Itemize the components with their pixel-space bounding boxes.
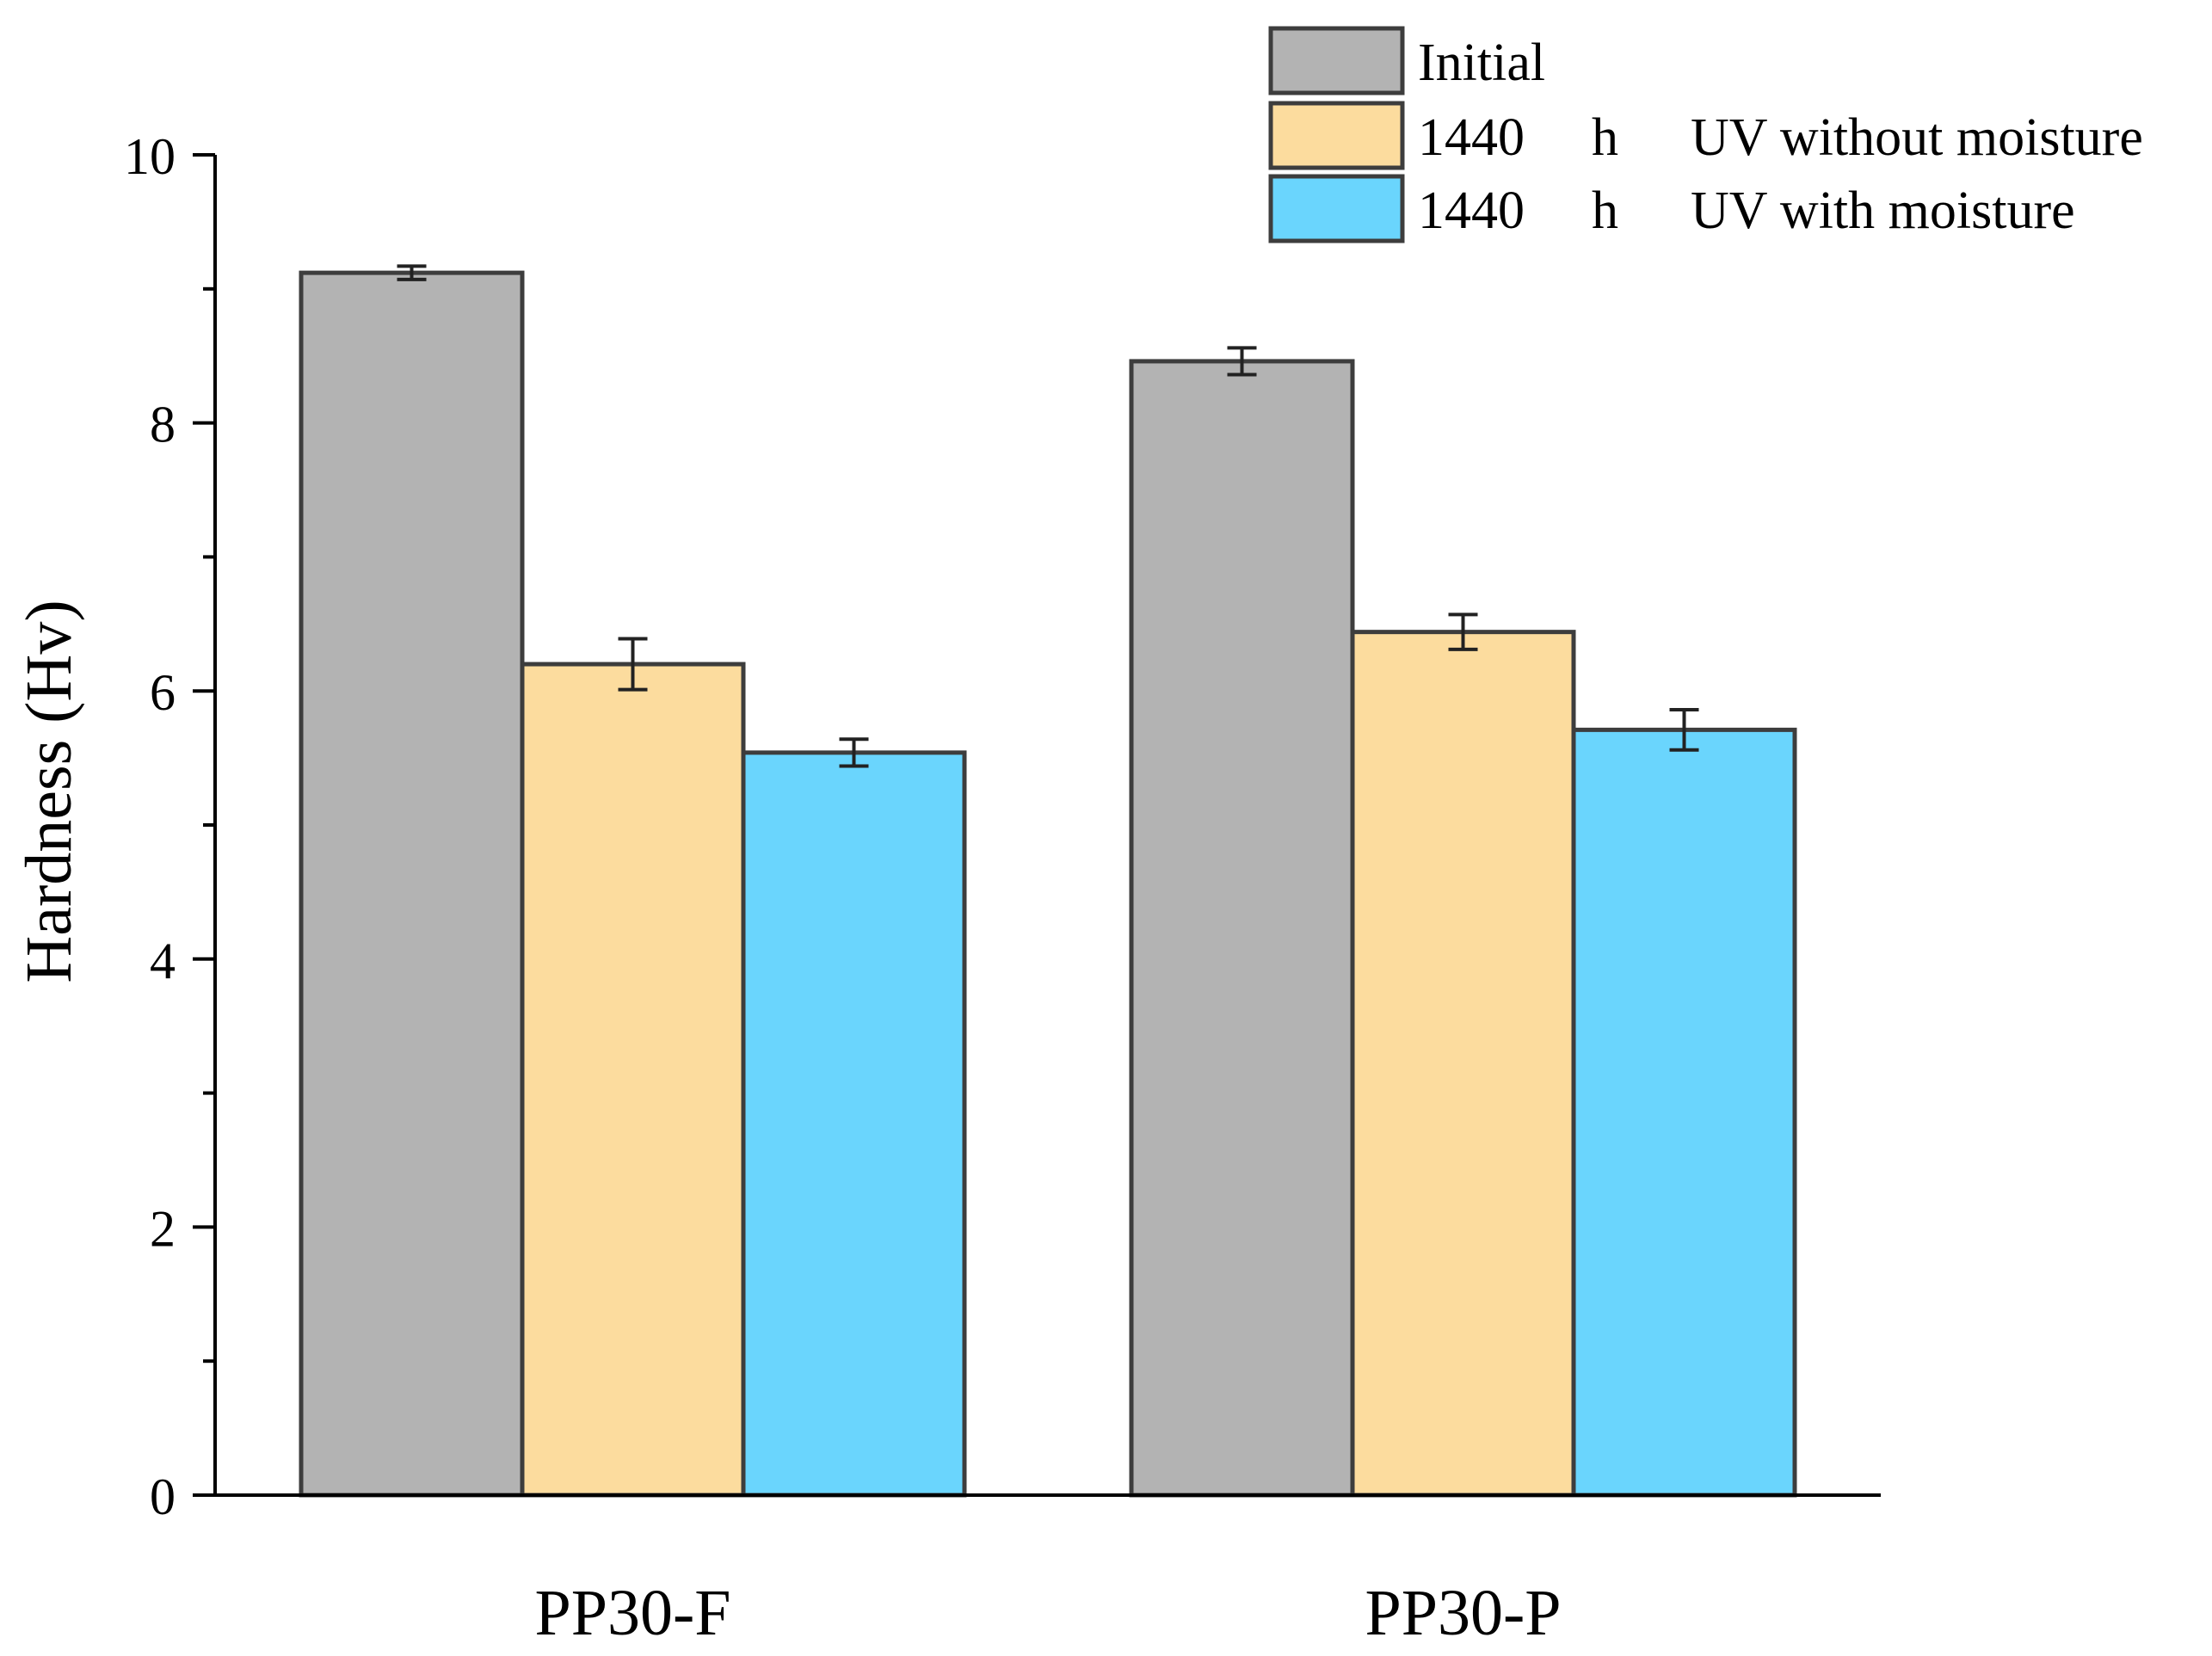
bar xyxy=(1350,630,1576,1498)
bar xyxy=(520,662,746,1498)
y-tick-label: 6 xyxy=(150,664,176,721)
y-ticks-layer: 0 2 4 6 8 10 xyxy=(124,128,215,1525)
bar xyxy=(299,270,525,1498)
legend-label: 1440 xyxy=(1418,182,1525,240)
bar xyxy=(1571,727,1797,1498)
y-tick-label: 4 xyxy=(150,933,176,989)
y-axis-label: Hardness (Hv) xyxy=(13,600,85,982)
bar xyxy=(1129,359,1355,1498)
y-tick-label: 2 xyxy=(150,1200,176,1257)
legend-swatch xyxy=(1268,101,1405,170)
legend-label: UV without moisture xyxy=(1691,108,2143,167)
y-tick-label: 0 xyxy=(150,1468,176,1525)
legend-swatch xyxy=(1268,174,1405,243)
legend: Initial 1440 h UV without moisture 1440 h UV w… xyxy=(1268,26,2143,243)
y-tick-label: 10 xyxy=(124,128,176,185)
bar xyxy=(741,750,967,1498)
x-tick-label: PP30-F xyxy=(534,1577,730,1649)
x-tick-labels-layer: PP30-F PP30-P xyxy=(534,1577,1561,1649)
legend-swatch xyxy=(1268,26,1405,95)
legend-label: 1440 xyxy=(1418,108,1525,167)
legend-label: h xyxy=(1592,108,1618,167)
x-tick-label: PP30-P xyxy=(1365,1577,1561,1649)
legend-label: Initial xyxy=(1418,34,1545,92)
legend-label: UV with moisture xyxy=(1691,182,2075,240)
y-tick-label: 8 xyxy=(150,397,176,453)
legend-label: h xyxy=(1592,182,1618,240)
error-bars-layer xyxy=(397,264,1699,768)
bars-layer xyxy=(299,270,1797,1498)
